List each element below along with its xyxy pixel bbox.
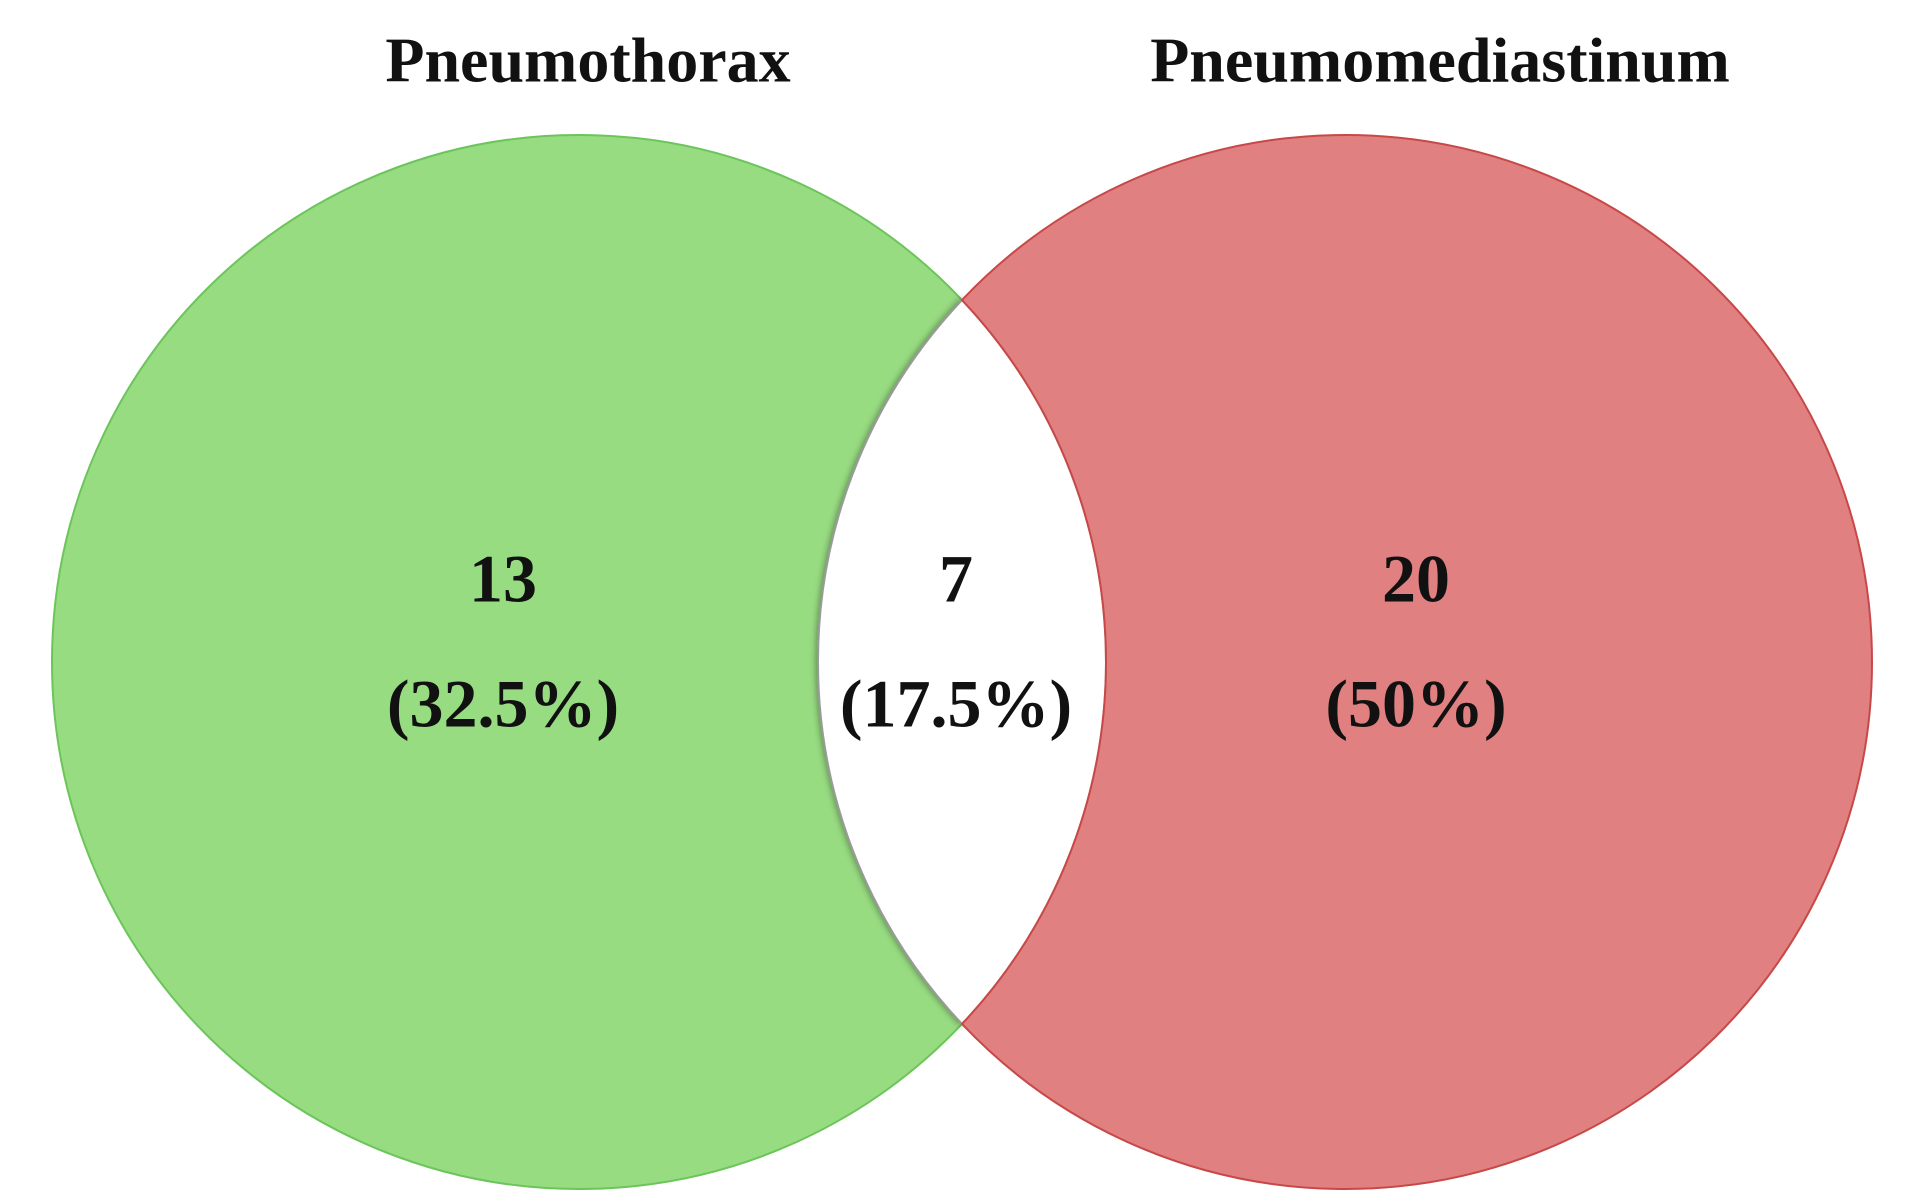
region-percentage: (32.5%) (387, 666, 619, 742)
set-label: Pneumothorax (385, 25, 790, 96)
region-percentage: (17.5%) (840, 666, 1072, 742)
venn-region (960, 134, 1874, 1190)
region-count: 7 (939, 541, 973, 617)
region-count: 20 (1382, 541, 1450, 617)
set-label: Pneumomediastinum (1150, 25, 1730, 96)
region-percentage: (50%) (1325, 666, 1506, 742)
region-count: 13 (469, 541, 537, 617)
